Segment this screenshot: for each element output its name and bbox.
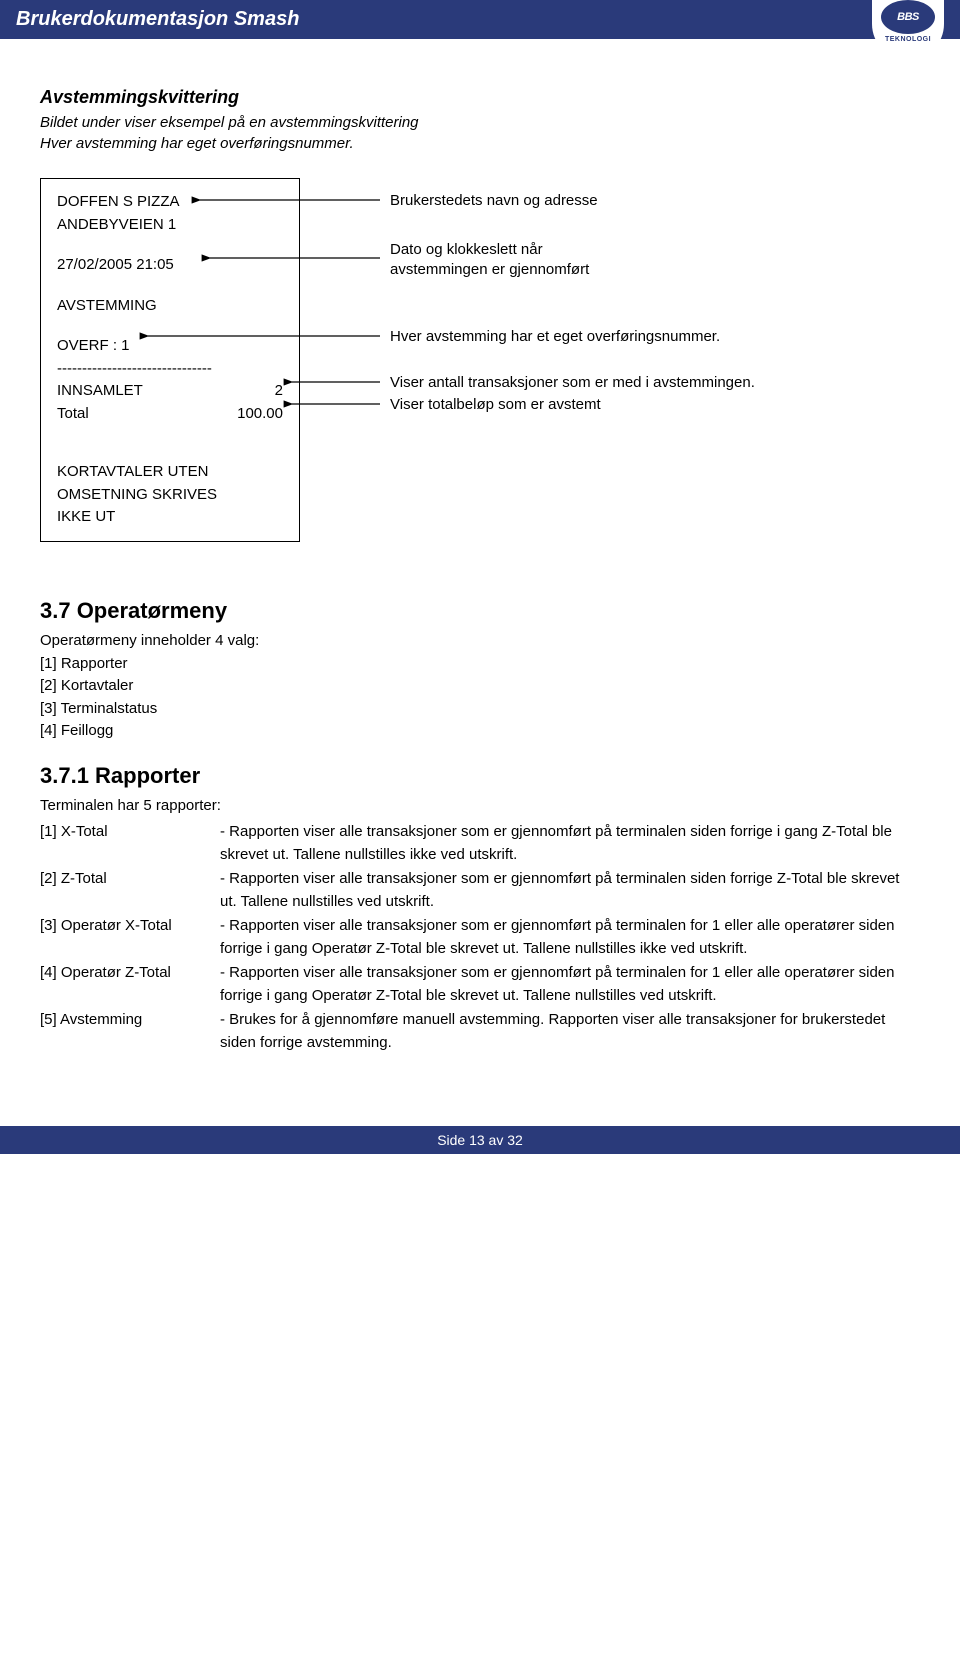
section-subtitle: Bildet under viser eksempel på en avstem… — [40, 112, 920, 154]
receipt-box: DOFFEN S PIZZA ANDEBYVEIEN 1 27/02/2005 … — [40, 178, 300, 542]
rapporter-desc-2: - Rapporten viser alle transaksjoner som… — [220, 868, 920, 913]
receipt-separator: ------------------------------- — [57, 358, 283, 381]
rapporter-row-2: [2] Z-Total - Rapporten viser alle trans… — [40, 868, 920, 913]
receipt-avstemming: AVSTEMMING — [57, 295, 283, 318]
logo-subtext: TEKNOLOGI — [885, 36, 931, 43]
rapporter-row-4: [4] Operatør Z-Total - Rapporten viser a… — [40, 962, 920, 1007]
document-header: Brukerdokumentasjon Smash BBS TEKNOLOGI — [0, 0, 960, 39]
section-title: Avstemmingskvittering — [40, 87, 920, 108]
annotation-datetime: Dato og klokkeslett når avstemmingen er … — [390, 240, 589, 279]
page-footer: Side 13 av 32 — [0, 1126, 960, 1154]
rapporter-intro: Terminalen har 5 rapporter: — [40, 795, 920, 818]
receipt-datetime: 27/02/2005 21:05 — [57, 254, 283, 277]
receipt-diagram: DOFFEN S PIZZA ANDEBYVEIEN 1 27/02/2005 … — [40, 178, 920, 578]
annotation-innsamlet: Viser antall transaksjoner som er med i … — [390, 373, 755, 393]
receipt-total-value: 100.00 — [237, 403, 283, 426]
receipt-overf: OVERF : 1 — [57, 335, 283, 358]
receipt-footer-3: IKKE UT — [57, 506, 283, 529]
operatormeny-item-2: [2] Kortavtaler — [40, 677, 133, 694]
receipt-innsamlet-row: INNSAMLET 2 — [57, 380, 283, 403]
page-content: Avstemmingskvittering Bildet under viser… — [0, 39, 960, 1096]
rapporter-row-5: [5] Avstemming - Brukes for å gjennomfør… — [40, 1009, 920, 1054]
operatormeny-list: Operatørmeny inneholder 4 valg: [1] Rapp… — [40, 630, 920, 743]
rapporter-label-1: [1] X-Total — [40, 821, 220, 866]
rapporter-row-3: [3] Operatør X-Total - Rapporten viser a… — [40, 915, 920, 960]
operatormeny-item-3: [3] Terminalstatus — [40, 700, 157, 717]
annotation-merchant: Brukerstedets navn og adresse — [390, 191, 598, 211]
rapporter-label-3: [3] Operatør X-Total — [40, 915, 220, 960]
rapporter-label-2: [2] Z-Total — [40, 868, 220, 913]
subtitle-line2: Hver avstemming har eget overføringsnumm… — [40, 135, 354, 152]
receipt-total-row: Total 100.00 — [57, 403, 283, 426]
rapporter-heading: 3.7.1 Rapporter — [40, 763, 920, 789]
header-title: Brukerdokumentasjon Smash — [16, 8, 299, 31]
rapporter-label-5: [5] Avstemming — [40, 1009, 220, 1054]
rapporter-label-4: [4] Operatør Z-Total — [40, 962, 220, 1007]
receipt-address: ANDEBYVEIEN 1 — [57, 214, 283, 237]
receipt-footer-2: OMSETNING SKRIVES — [57, 484, 283, 507]
logo-text: BBS — [881, 0, 935, 34]
receipt-innsamlet-label: INNSAMLET — [57, 380, 143, 403]
receipt-innsamlet-value: 2 — [275, 380, 283, 403]
rapporter-list: [1] X-Total - Rapporten viser alle trans… — [40, 821, 920, 1054]
operatormeny-item-4: [4] Feillogg — [40, 722, 113, 739]
page-number: Side 13 av 32 — [437, 1132, 523, 1148]
operatormeny-heading: 3.7 Operatørmeny — [40, 598, 920, 624]
operatormeny-intro: Operatørmeny inneholder 4 valg: — [40, 632, 259, 649]
operatormeny-item-1: [1] Rapporter — [40, 655, 128, 672]
annotation-total: Viser totalbeløp som er avstemt — [390, 395, 601, 415]
rapporter-desc-4: - Rapporten viser alle transaksjoner som… — [220, 962, 920, 1007]
rapporter-row-1: [1] X-Total - Rapporten viser alle trans… — [40, 821, 920, 866]
receipt-total-label: Total — [57, 403, 89, 426]
rapporter-desc-3: - Rapporten viser alle transaksjoner som… — [220, 915, 920, 960]
receipt-footer-1: KORTAVTALER UTEN — [57, 461, 283, 484]
rapporter-desc-5: - Brukes for å gjennomføre manuell avste… — [220, 1009, 920, 1054]
annotation-overf: Hver avstemming har et eget overføringsn… — [390, 327, 720, 347]
subtitle-line1: Bildet under viser eksempel på en avstem… — [40, 114, 419, 131]
receipt-merchant: DOFFEN S PIZZA — [57, 191, 283, 214]
rapporter-desc-1: - Rapporten viser alle transaksjoner som… — [220, 821, 920, 866]
